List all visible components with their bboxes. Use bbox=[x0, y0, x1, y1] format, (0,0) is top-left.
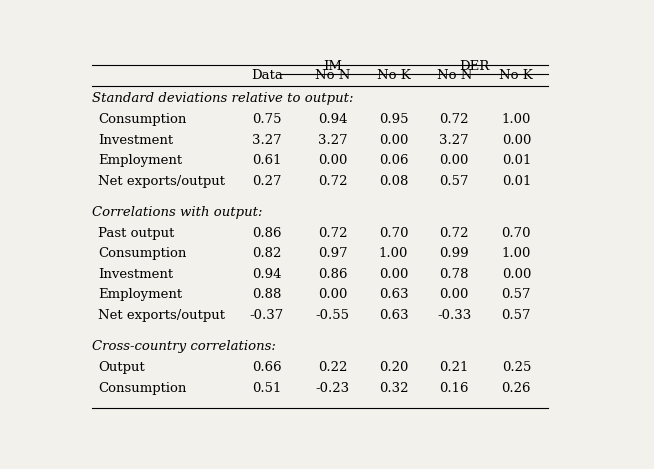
Text: 0.66: 0.66 bbox=[252, 361, 282, 374]
Text: Employment: Employment bbox=[98, 154, 182, 167]
Text: 0.57: 0.57 bbox=[502, 309, 531, 322]
Text: 0.01: 0.01 bbox=[502, 154, 531, 167]
Text: 3.27: 3.27 bbox=[439, 134, 469, 146]
Text: 0.86: 0.86 bbox=[318, 268, 347, 281]
Text: 0.22: 0.22 bbox=[318, 361, 347, 374]
Text: Investment: Investment bbox=[98, 268, 173, 281]
Text: 0.00: 0.00 bbox=[439, 154, 469, 167]
Text: -0.33: -0.33 bbox=[437, 309, 472, 322]
Text: Employment: Employment bbox=[98, 288, 182, 302]
Text: 0.00: 0.00 bbox=[502, 268, 531, 281]
Text: 3.27: 3.27 bbox=[252, 134, 282, 146]
Text: 0.72: 0.72 bbox=[318, 227, 347, 240]
Text: 0.01: 0.01 bbox=[502, 175, 531, 188]
Text: No K: No K bbox=[377, 68, 410, 82]
Text: 0.21: 0.21 bbox=[439, 361, 469, 374]
Text: 0.94: 0.94 bbox=[252, 268, 281, 281]
Text: 0.75: 0.75 bbox=[252, 113, 281, 126]
Text: 0.08: 0.08 bbox=[379, 175, 408, 188]
Text: 0.57: 0.57 bbox=[502, 288, 531, 302]
Text: 0.25: 0.25 bbox=[502, 361, 531, 374]
Text: No N: No N bbox=[315, 68, 351, 82]
Text: 0.94: 0.94 bbox=[318, 113, 347, 126]
Text: 0.26: 0.26 bbox=[502, 382, 531, 394]
Text: 0.99: 0.99 bbox=[439, 247, 469, 260]
Text: No N: No N bbox=[437, 68, 472, 82]
Text: Net exports/output: Net exports/output bbox=[98, 175, 225, 188]
Text: No K: No K bbox=[500, 68, 533, 82]
Text: 1.00: 1.00 bbox=[379, 247, 408, 260]
Text: 0.57: 0.57 bbox=[439, 175, 469, 188]
Text: 0.72: 0.72 bbox=[318, 175, 347, 188]
Text: Consumption: Consumption bbox=[98, 113, 186, 126]
Text: 0.51: 0.51 bbox=[252, 382, 281, 394]
Text: 0.16: 0.16 bbox=[439, 382, 469, 394]
Text: 0.00: 0.00 bbox=[502, 134, 531, 146]
Text: Data: Data bbox=[251, 68, 283, 82]
Text: 0.61: 0.61 bbox=[252, 154, 281, 167]
Text: 0.32: 0.32 bbox=[379, 382, 408, 394]
Text: 0.78: 0.78 bbox=[439, 268, 469, 281]
Text: 0.00: 0.00 bbox=[318, 288, 347, 302]
Text: -0.55: -0.55 bbox=[316, 309, 350, 322]
Text: Net exports/output: Net exports/output bbox=[98, 309, 225, 322]
Text: Standard deviations relative to output:: Standard deviations relative to output: bbox=[92, 92, 353, 106]
Text: 0.70: 0.70 bbox=[502, 227, 531, 240]
Text: IM: IM bbox=[323, 60, 342, 73]
Text: 0.72: 0.72 bbox=[439, 227, 469, 240]
Text: Investment: Investment bbox=[98, 134, 173, 146]
Text: 1.00: 1.00 bbox=[502, 247, 531, 260]
Text: 0.27: 0.27 bbox=[252, 175, 281, 188]
Text: 0.20: 0.20 bbox=[379, 361, 408, 374]
Text: Cross-country correlations:: Cross-country correlations: bbox=[92, 340, 276, 354]
Text: 0.00: 0.00 bbox=[379, 134, 408, 146]
Text: 0.88: 0.88 bbox=[252, 288, 281, 302]
Text: 0.70: 0.70 bbox=[379, 227, 408, 240]
Text: 1.00: 1.00 bbox=[502, 113, 531, 126]
Text: DER: DER bbox=[459, 60, 490, 73]
Text: 0.86: 0.86 bbox=[252, 227, 281, 240]
Text: -0.37: -0.37 bbox=[250, 309, 284, 322]
Text: Consumption: Consumption bbox=[98, 247, 186, 260]
Text: 0.95: 0.95 bbox=[379, 113, 408, 126]
Text: -0.23: -0.23 bbox=[316, 382, 350, 394]
Text: 0.72: 0.72 bbox=[439, 113, 469, 126]
Text: 0.63: 0.63 bbox=[379, 288, 408, 302]
Text: 0.00: 0.00 bbox=[439, 288, 469, 302]
Text: Consumption: Consumption bbox=[98, 382, 186, 394]
Text: 0.00: 0.00 bbox=[379, 268, 408, 281]
Text: 0.63: 0.63 bbox=[379, 309, 408, 322]
Text: 0.00: 0.00 bbox=[318, 154, 347, 167]
Text: 0.97: 0.97 bbox=[318, 247, 347, 260]
Text: 0.06: 0.06 bbox=[379, 154, 408, 167]
Text: 3.27: 3.27 bbox=[318, 134, 347, 146]
Text: Output: Output bbox=[98, 361, 145, 374]
Text: 0.82: 0.82 bbox=[252, 247, 281, 260]
Text: Past output: Past output bbox=[98, 227, 175, 240]
Text: Correlations with output:: Correlations with output: bbox=[92, 206, 262, 219]
